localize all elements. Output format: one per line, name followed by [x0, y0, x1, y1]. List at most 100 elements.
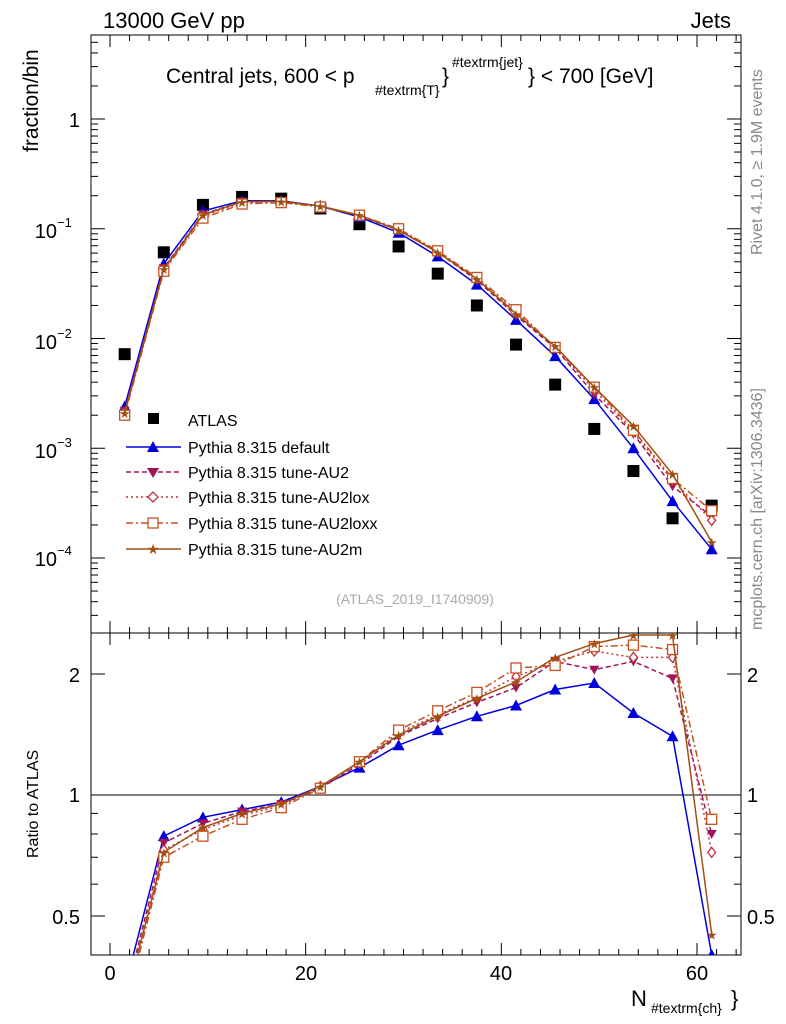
ratio-point-au2loxx	[471, 686, 483, 699]
ratio-panel-frame	[90, 632, 742, 956]
series-point-au2loxx	[549, 341, 561, 354]
atlas-data-point	[157, 246, 170, 259]
axis-ticks	[91, 35, 741, 956]
series-line-au2m	[123, 200, 713, 543]
ratio-tick-0.5-left: 0.5	[52, 907, 80, 929]
legend-entry-atlas: ATLAS	[148, 413, 238, 430]
ratio-point-default	[119, 983, 131, 994]
ratio-tick-1-left: 1	[69, 785, 80, 807]
y-tick-exp: −1	[57, 215, 72, 230]
x-tick-labels: 0 20 40 60	[104, 963, 708, 985]
ratio-point-au2loxx	[236, 813, 248, 825]
x-axis-label-sub: #textrm{ch}	[651, 1000, 722, 1016]
ratio-line-default	[132, 682, 713, 955]
series-point-default	[549, 350, 562, 362]
legend-label-au2m: Pythia 8.315 tune-AU2m	[188, 542, 362, 559]
series-point-au2m: ★	[510, 307, 522, 322]
ratio-point-au2loxx	[197, 830, 209, 842]
ratio-point-au2loxx	[510, 662, 522, 674]
series-point-au2m: ★	[158, 262, 170, 277]
series-point-au2m: ★	[197, 208, 209, 223]
ratio-series-au2	[120, 657, 717, 1004]
ratio-point-au2	[667, 674, 678, 684]
ratio-y-tick-labels: 0.5 1 2 0.5 1 2	[52, 665, 775, 929]
series-point-au2m: ★	[549, 339, 561, 354]
y-tick-base: 10	[35, 549, 57, 571]
ratio-point-au2m: ★	[119, 998, 131, 1013]
plot-title: Central jets, 600 < p #textrm{T} } #text…	[166, 54, 654, 98]
energy-label: 13000 GeV pp	[103, 8, 245, 33]
series-point-au2loxx	[706, 505, 718, 517]
ratio-point-au2	[589, 665, 600, 675]
top-y-tick-labels: 10 −4 10 −3 10 −2 10 −1 1	[35, 110, 80, 571]
atlas-data-point	[666, 512, 679, 525]
series-point-au2m: ★	[275, 194, 287, 209]
legend-entry-au2m: ★ Pythia 8.315 tune-AU2m	[126, 541, 362, 559]
y-tick-1e-2: 10 −2	[35, 326, 72, 354]
rivet-annotation: Rivet 4.1.0, ≥ 1.9M events	[749, 69, 766, 255]
atlas-data-point	[196, 198, 209, 211]
ratio-point-au2loxx	[627, 639, 640, 651]
ratio-point-au2m: ★	[510, 675, 522, 690]
atlas-data-point	[510, 338, 523, 351]
legend: ATLAS Pythia 8.315 default Pythia 8.315 …	[126, 413, 377, 559]
ratio-point-au2m: ★	[432, 709, 444, 724]
title-end: } < 700 [GeV]	[528, 65, 654, 88]
title-sup: #textrm{jet}	[452, 54, 523, 70]
ratio-tick-1-right: 1	[747, 785, 758, 807]
ratio-point-au2m: ★	[471, 691, 483, 706]
atlas-data-point	[431, 267, 444, 280]
ratio-point-au2loxx	[588, 640, 600, 653]
series-point-au2m: ★	[119, 406, 131, 421]
ratio-point-au2loxx	[549, 659, 561, 672]
top-y-axis-label: fraction/bin	[20, 49, 43, 152]
series-point-default	[666, 495, 679, 507]
y-tick-exp: −4	[57, 543, 72, 558]
series-point-au2m: ★	[471, 272, 483, 287]
ratio-line-au2	[135, 660, 713, 955]
x-axis-label: N	[631, 986, 647, 1011]
ratio-point-au2m: ★	[197, 821, 209, 836]
ratio-line-au2lox	[136, 650, 713, 955]
ratio-point-au2loxx	[706, 813, 718, 825]
ratio-point-au2lox	[628, 651, 639, 664]
series-au2m: ★ ★ ★ ★ ★ ★ ★ ★ ★ ★ ★ ★ ★ ★ ★ ★	[119, 194, 718, 550]
ratio-point-au2loxx	[275, 802, 287, 814]
ratio-point-au2m: ★	[315, 779, 327, 794]
ratio-point-default	[157, 830, 170, 842]
ratio-point-au2m: ★	[354, 755, 366, 770]
legend-entry-au2lox: Pythia 8.315 tune-AU2lox	[126, 490, 369, 507]
series-point-au2m: ★	[628, 419, 640, 434]
x-axis-label-brace: }	[731, 986, 738, 1011]
ratio-point-au2loxx	[120, 1006, 130, 1016]
legend-marker-au2lox	[147, 491, 159, 503]
ratio-point-au2	[511, 683, 522, 693]
legend-entry-au2loxx: Pythia 8.315 tune-AU2loxx	[126, 516, 377, 533]
analysis-watermark: (ATLAS_2019_I1740909)	[336, 591, 494, 607]
ratio-point-au2m: ★	[628, 628, 640, 643]
ratio-point-default	[392, 739, 405, 751]
mcplots-annotation: mcplots.cern.ch [arXiv:1306.3436]	[749, 388, 766, 630]
ratio-point-au2m: ★	[588, 637, 600, 652]
ratio-point-au2	[120, 995, 130, 1004]
series-point-au2loxx	[197, 212, 209, 224]
x-tick-20: 20	[295, 963, 317, 985]
title-sub: #textrm{T}	[375, 82, 440, 98]
ratio-panel-series: ★ ★ ★ ★ ★ ★ ★ ★ ★ ★ ★ ★ ★ ★ ★ ★	[119, 628, 718, 1016]
series-point-default	[627, 442, 640, 454]
ratio-point-default	[470, 710, 483, 722]
series-point-au2m: ★	[236, 195, 248, 210]
legend-entry-au2: Pythia 8.315 tune-AU2	[126, 465, 349, 482]
ratio-series-au2m: ★ ★ ★ ★ ★ ★ ★ ★ ★ ★ ★ ★ ★ ★ ★ ★	[119, 628, 718, 1013]
series-point-au2loxx	[432, 245, 444, 257]
series-point-au2m: ★	[667, 467, 679, 482]
atlas-data-point	[118, 348, 131, 361]
series-line-default	[123, 199, 713, 550]
series-point-default	[705, 543, 718, 555]
ratio-point-default	[708, 948, 715, 955]
top-panel-series: ★ ★ ★ ★ ★ ★ ★ ★ ★ ★ ★ ★ ★ ★ ★ ★	[118, 190, 718, 555]
legend-marker-default	[147, 441, 159, 452]
series-point-au2loxx	[471, 271, 483, 284]
series-point-au2m: ★	[706, 535, 718, 550]
